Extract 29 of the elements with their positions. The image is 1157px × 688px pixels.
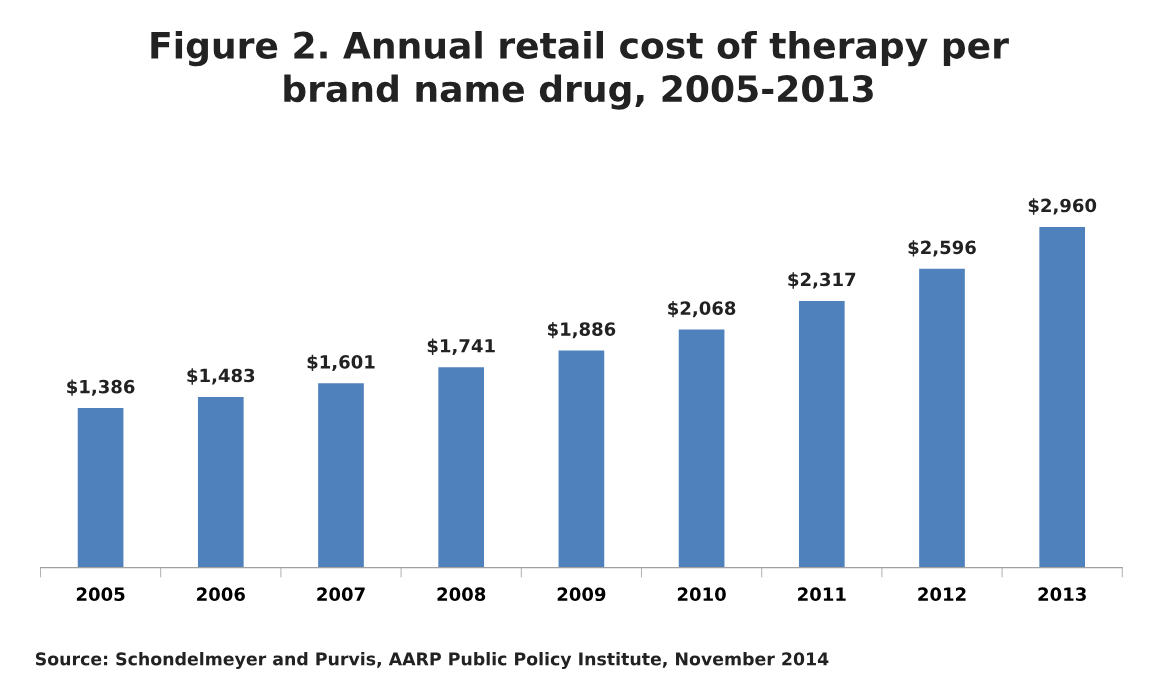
x-tick-label: 2012 — [918, 587, 966, 602]
chart-title: Figure 2. Annual retail cost of therapy per brand name drug, 2005-2013 — [151, 30, 1009, 110]
data-label: $1,386 — [67, 379, 135, 396]
data-label: $1,483 — [187, 368, 255, 385]
data-label: $1,601 — [307, 354, 375, 372]
x-tick-label: 2006 — [197, 587, 245, 602]
x-tick-label: 2010 — [677, 587, 726, 602]
source-note: Source: Schondelmeyer and Purvis, AARP Public Policy Institute, November 2014 — [35, 652, 829, 669]
data-label: $1,886 — [547, 321, 616, 339]
bar — [1039, 226, 1086, 568]
x-tick-label: 2011 — [798, 587, 846, 602]
bar — [678, 329, 725, 568]
x-tick-label: 2013 — [1038, 587, 1086, 602]
data-label: $2,068 — [668, 300, 736, 318]
bar — [77, 408, 124, 568]
data-label: $2,317 — [788, 272, 856, 289]
x-tick-label: 2007 — [317, 587, 365, 602]
bar — [558, 350, 605, 568]
data-label: $1,741 — [427, 338, 495, 355]
x-tick-label: 2008 — [437, 587, 486, 602]
data-label: $2,596 — [908, 240, 976, 257]
bar — [798, 300, 845, 568]
x-tick-label: 2009 — [557, 587, 606, 602]
bar — [438, 367, 485, 568]
bar — [197, 396, 244, 568]
x-tick-label: 2005 — [76, 587, 125, 602]
data-label: $2,960 — [1028, 198, 1097, 215]
bar — [318, 383, 364, 568]
bar — [919, 268, 965, 568]
